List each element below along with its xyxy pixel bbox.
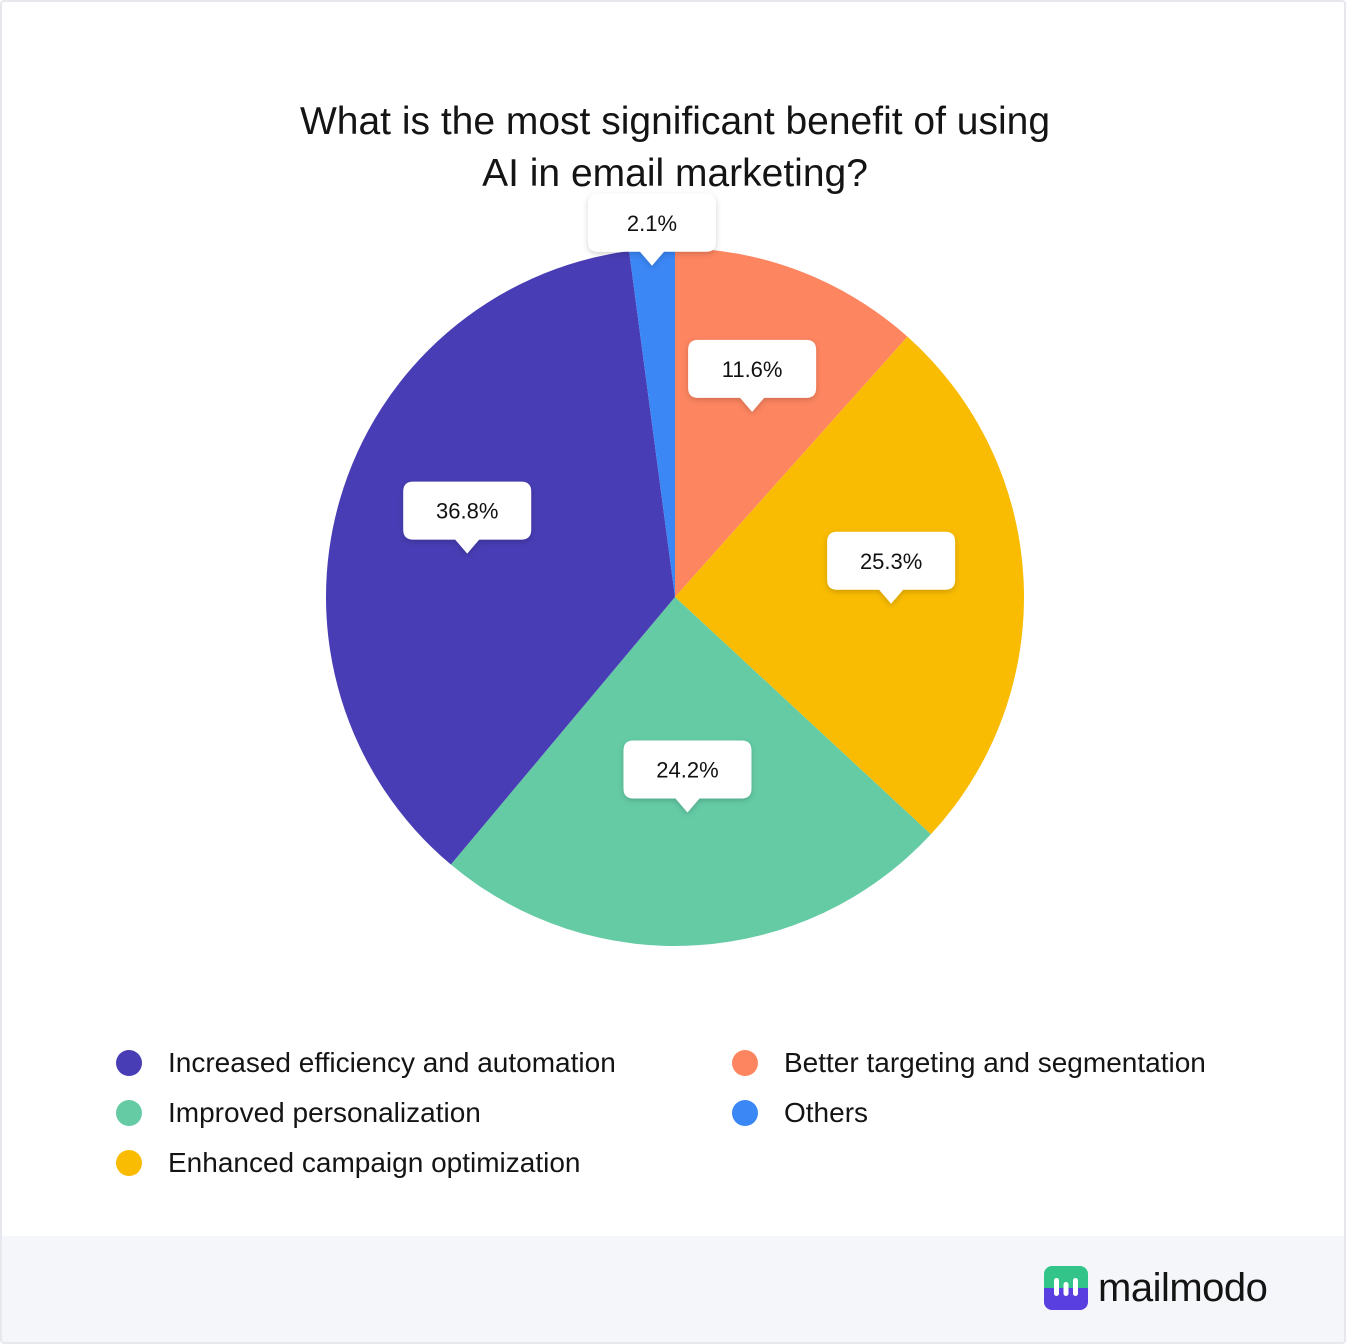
pie-slice-better-targeting-and-segmentation — [675, 248, 908, 597]
legend-item-better-targeting: Better targeting and segmentation — [732, 1043, 1206, 1083]
legend-swatch — [116, 1150, 142, 1176]
legend-item-enhanced-campaign: Enhanced campaign optimization — [116, 1143, 580, 1183]
legend-swatch — [732, 1050, 758, 1076]
chart-title-line-1: What is the most significant benefit of … — [299, 100, 1051, 143]
data-label-others — [587, 193, 716, 266]
data-label-improved-personalization — [623, 740, 752, 813]
chart-title: What is the most significant benefit of … — [175, 96, 1175, 200]
data-label-enhanced-campaign-optimization — [827, 531, 956, 604]
data-label-text-improved-personalization: 24.2% — [656, 758, 718, 783]
legend-item-improved-personalization: Improved personalization — [116, 1093, 481, 1133]
legend-swatch — [116, 1100, 142, 1126]
legend-item-increased-efficiency: Increased efficiency and automation — [116, 1043, 616, 1083]
legend-label: Improved personalization — [168, 1097, 481, 1128]
pie-chart: 11.6% 25.3% 24.2% 36.8% 2.1% — [326, 193, 1024, 947]
data-label-text-better-targeting-and-segmentation: 11.6% — [722, 357, 783, 382]
data-label-better-targeting-and-segmentation — [688, 339, 817, 412]
pie-slice-increased-efficiency-and-automation — [326, 251, 675, 865]
legend-label: Better targeting and segmentation — [784, 1047, 1206, 1078]
chart-title-line-2: AI in email marketing? — [482, 152, 868, 195]
data-label-text-enhanced-campaign-optimization: 25.3% — [860, 549, 922, 574]
mailmodo-logo-icon — [1044, 1266, 1088, 1310]
legend-label: Others — [784, 1097, 869, 1128]
legend-label: Enhanced campaign optimization — [168, 1147, 581, 1178]
data-label-increased-efficiency-and-automation — [403, 481, 532, 554]
legend-label: Increased efficiency and automation — [168, 1047, 616, 1078]
data-label-text-others: 2.1% — [627, 211, 677, 236]
brand-name: mailmodo — [1098, 1265, 1268, 1310]
footer-bar — [2, 1236, 1344, 1342]
brand-logo: mailmodo — [1044, 1265, 1268, 1311]
legend-swatch — [732, 1100, 758, 1126]
pie-slice-others — [629, 248, 675, 597]
data-label-text-increased-efficiency-and-automation: 36.8% — [436, 499, 498, 524]
legend-item-others: Others — [732, 1093, 868, 1133]
legend-swatch — [116, 1050, 142, 1076]
